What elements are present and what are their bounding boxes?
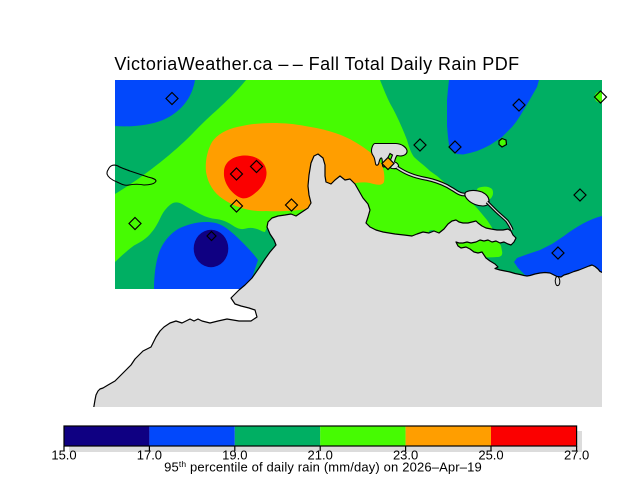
svg-text:25.0: 25.0 bbox=[478, 448, 503, 463]
svg-text:23.0: 23.0 bbox=[393, 448, 418, 463]
svg-text:19.0: 19.0 bbox=[222, 448, 247, 463]
svg-text:17.0: 17.0 bbox=[137, 448, 162, 463]
svg-text:VictoriaWeather.ca – – Fall T: VictoriaWeather.ca – – Fall Total Daily … bbox=[114, 54, 519, 74]
svg-text:15.0: 15.0 bbox=[51, 448, 76, 463]
svg-text:21.0: 21.0 bbox=[308, 448, 333, 463]
svg-text:95th percentile of daily rain: 95th percentile of daily rain (mm/day) o… bbox=[164, 459, 482, 475]
svg-text:27.0: 27.0 bbox=[564, 448, 589, 463]
